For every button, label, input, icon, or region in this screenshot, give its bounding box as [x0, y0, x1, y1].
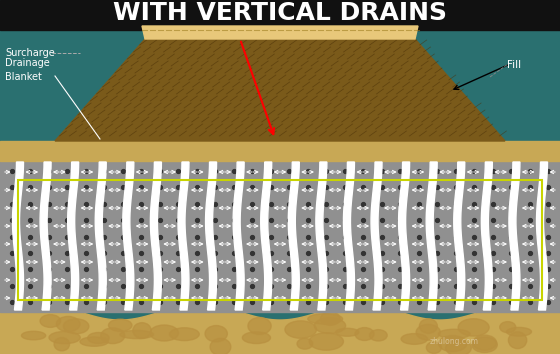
- Ellipse shape: [335, 328, 359, 336]
- Ellipse shape: [21, 331, 46, 340]
- Ellipse shape: [88, 332, 109, 343]
- Ellipse shape: [508, 332, 527, 349]
- Polygon shape: [151, 162, 161, 310]
- Ellipse shape: [248, 318, 271, 335]
- Ellipse shape: [109, 319, 132, 331]
- Ellipse shape: [205, 326, 227, 342]
- Ellipse shape: [438, 329, 470, 338]
- Ellipse shape: [438, 336, 467, 352]
- Polygon shape: [40, 162, 51, 310]
- Polygon shape: [509, 162, 520, 310]
- Ellipse shape: [401, 333, 427, 344]
- Bar: [0, 161, 560, 312]
- Ellipse shape: [446, 340, 472, 354]
- Ellipse shape: [500, 321, 516, 333]
- Ellipse shape: [506, 327, 531, 336]
- Ellipse shape: [370, 330, 387, 341]
- Polygon shape: [233, 162, 244, 310]
- Polygon shape: [261, 162, 272, 310]
- Polygon shape: [343, 162, 354, 310]
- Polygon shape: [55, 39, 505, 141]
- Polygon shape: [454, 162, 465, 310]
- Text: WITH VERTICAL DRAINS: WITH VERTICAL DRAINS: [113, 1, 447, 25]
- Ellipse shape: [63, 319, 89, 334]
- Ellipse shape: [80, 337, 108, 346]
- Ellipse shape: [320, 312, 340, 325]
- Ellipse shape: [210, 338, 231, 354]
- Ellipse shape: [54, 338, 69, 351]
- Polygon shape: [536, 162, 548, 310]
- Ellipse shape: [40, 315, 60, 327]
- Ellipse shape: [314, 318, 346, 333]
- Ellipse shape: [458, 319, 489, 336]
- Polygon shape: [371, 162, 382, 310]
- Polygon shape: [399, 162, 409, 310]
- Polygon shape: [68, 162, 78, 310]
- Polygon shape: [178, 162, 189, 310]
- Ellipse shape: [308, 314, 343, 324]
- Ellipse shape: [426, 342, 441, 353]
- Text: Drainage
Blanket: Drainage Blanket: [5, 58, 50, 82]
- Polygon shape: [316, 162, 327, 310]
- Ellipse shape: [473, 335, 497, 350]
- Polygon shape: [142, 26, 418, 39]
- Ellipse shape: [355, 327, 374, 341]
- Ellipse shape: [101, 328, 125, 344]
- Polygon shape: [482, 162, 492, 310]
- Text: Fill: Fill: [507, 60, 521, 70]
- Bar: [0, 0, 560, 30]
- Polygon shape: [12, 162, 24, 310]
- Ellipse shape: [472, 337, 497, 353]
- Bar: [0, 141, 560, 161]
- Ellipse shape: [297, 338, 312, 349]
- Ellipse shape: [120, 330, 153, 339]
- Polygon shape: [288, 162, 299, 310]
- Ellipse shape: [416, 324, 440, 340]
- Polygon shape: [123, 162, 134, 310]
- Polygon shape: [206, 162, 217, 310]
- Ellipse shape: [419, 319, 437, 333]
- Polygon shape: [0, 304, 560, 354]
- Ellipse shape: [56, 316, 80, 332]
- Ellipse shape: [285, 321, 316, 338]
- Ellipse shape: [309, 333, 343, 350]
- Text: Surcharge: Surcharge: [5, 48, 55, 58]
- Ellipse shape: [150, 325, 179, 341]
- Ellipse shape: [242, 332, 270, 343]
- Ellipse shape: [170, 328, 199, 341]
- Polygon shape: [95, 162, 106, 310]
- Polygon shape: [426, 162, 437, 310]
- Ellipse shape: [133, 323, 151, 338]
- Ellipse shape: [49, 331, 80, 344]
- Bar: [18, 180, 542, 300]
- Text: zhulong.com: zhulong.com: [430, 337, 479, 346]
